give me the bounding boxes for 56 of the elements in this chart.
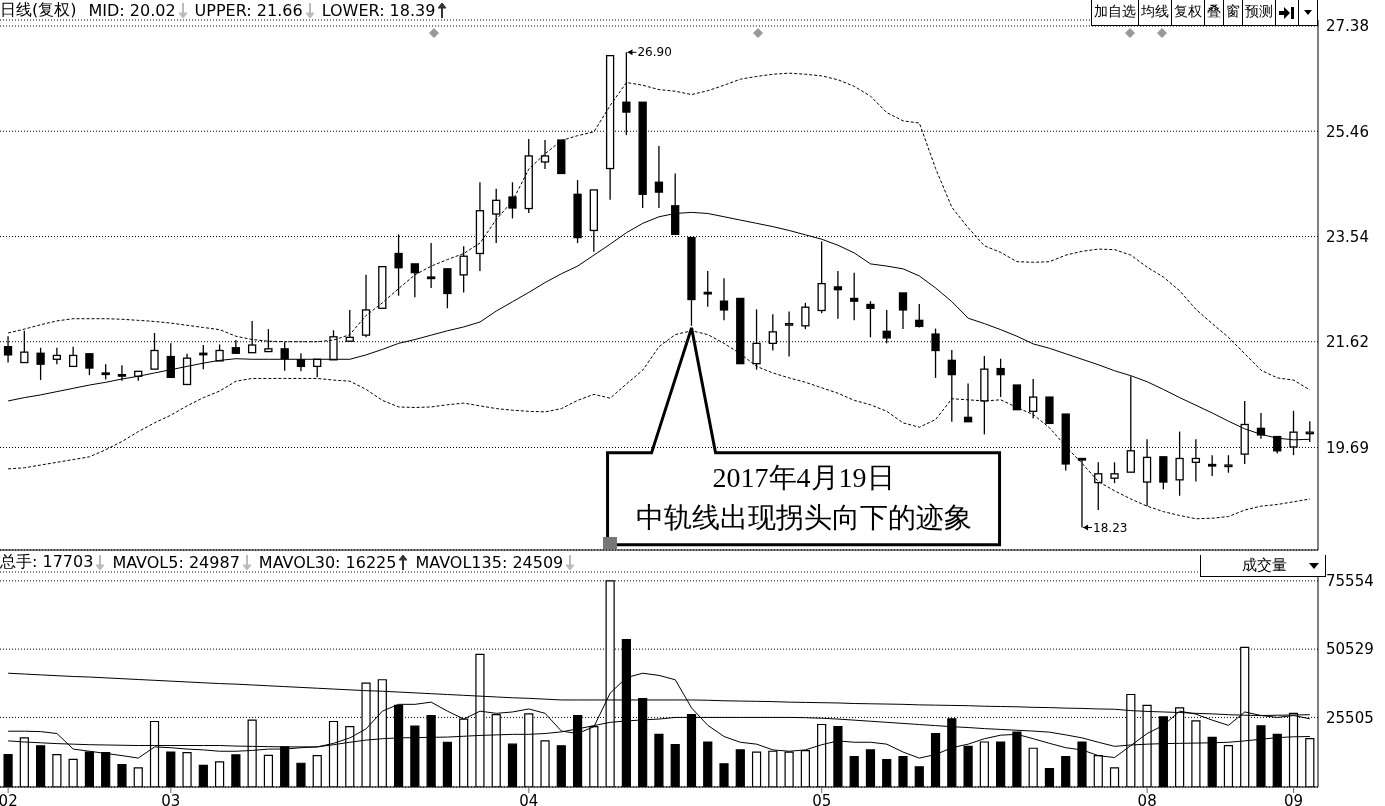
annotation: 18.23 [1093, 520, 1128, 535]
candlestick [166, 342, 175, 378]
candlestick [426, 242, 436, 289]
candlestick [1110, 461, 1119, 484]
candlestick [703, 270, 712, 308]
annotation: UPPER: 21.66 [194, 1, 303, 20]
candlestick [540, 139, 550, 170]
candlestick [866, 300, 875, 338]
candlestick [654, 145, 664, 209]
dropdown-box: 成交量 [1200, 555, 1326, 577]
chart-title: 成交量 [1242, 556, 1287, 575]
candlestick [117, 364, 127, 382]
annotation: 26.90 [637, 45, 672, 60]
candlestick [36, 347, 45, 381]
x-tick-label: 03 [161, 791, 181, 806]
chart-title: 日线(复权) [0, 0, 77, 21]
annotation: LOWER: 18.39 [321, 1, 436, 20]
candlestick [719, 277, 729, 321]
candlestick [280, 341, 289, 372]
text: 总手: 17703 [0, 552, 94, 573]
candlestick [459, 245, 468, 294]
y-tick-label: 23.54 [1326, 227, 1369, 246]
candlestick [850, 272, 859, 321]
candlestick [85, 353, 94, 376]
candlestick [898, 292, 908, 330]
candlestick [68, 346, 78, 368]
candlestick [20, 330, 29, 364]
y-tick-label: 50529 [1326, 640, 1374, 659]
candlestick [1208, 454, 1217, 477]
candlestick [52, 347, 62, 365]
candlestick [1029, 378, 1038, 420]
candlestick [833, 270, 843, 320]
x-tick-label: 05 [812, 791, 832, 806]
y-tick-label: 27.38 [1326, 17, 1369, 36]
x-tick-label: 02 [0, 791, 18, 806]
annotation: MID: 20.02 [88, 1, 176, 20]
candlestick [801, 302, 810, 330]
candlestick [996, 358, 1005, 398]
x-tick-label: 09 [1284, 791, 1304, 806]
candlestick [410, 263, 419, 298]
button: 加自选 [1091, 0, 1139, 26]
y-tick-label: 21.62 [1326, 333, 1369, 352]
annotation: 中轨线出现拐头向下的迹象 [635, 501, 972, 533]
candlestick [508, 181, 517, 220]
y-tick-label: 75554 [1326, 572, 1374, 591]
text: MAVOL135: 24509 [415, 553, 564, 572]
text: MAVOL30: 16225 [258, 553, 397, 572]
x-tick-label: 04 [519, 791, 539, 806]
candlestick [1175, 430, 1184, 497]
y-tick-label: 19.69 [1326, 438, 1369, 457]
y-tick-label: 25505 [1326, 708, 1374, 727]
y-tick-label: 25.46 [1326, 122, 1369, 141]
x-tick-label: 08 [1137, 791, 1157, 806]
candlestick [947, 349, 956, 423]
annotation: 2017年4月19日 [712, 461, 895, 493]
text: MAVOL5: 24987 [112, 553, 240, 572]
